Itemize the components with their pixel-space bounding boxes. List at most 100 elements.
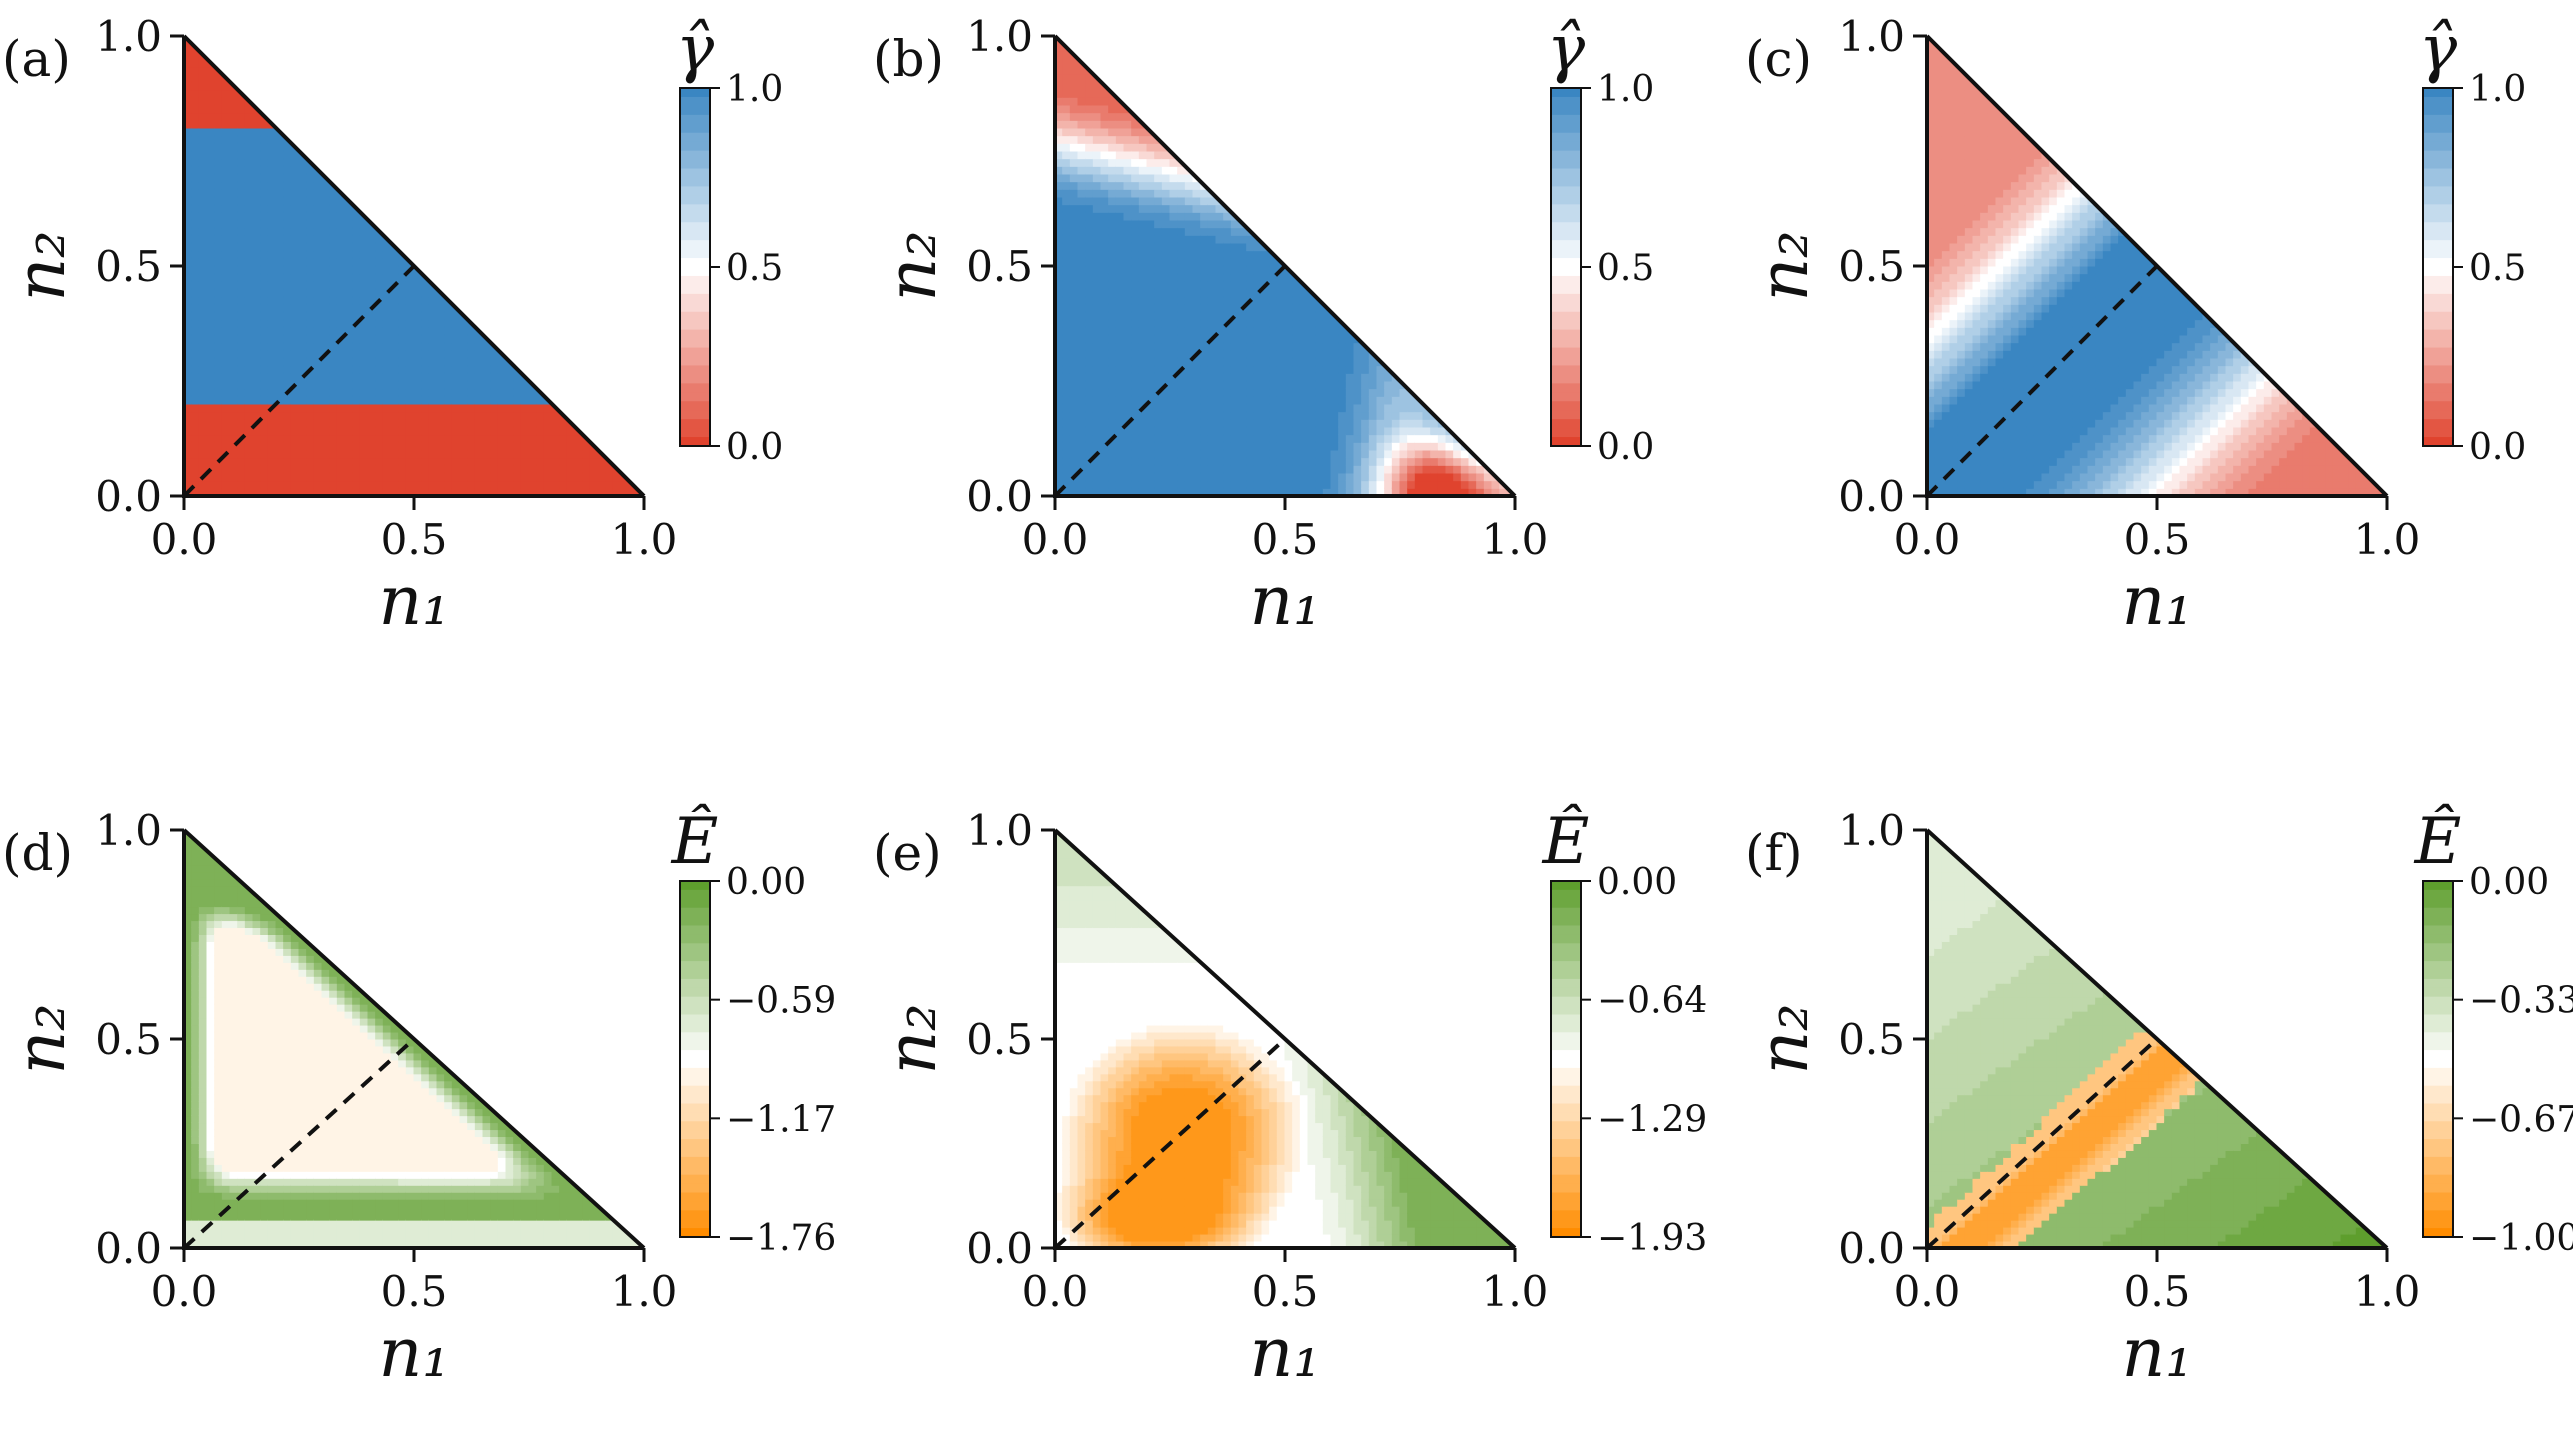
y-tick-label: 0.5 [966,242,1033,291]
heatmap-cell [1100,204,1110,213]
heatmap-cell [1949,403,1959,413]
heatmap-cell [313,449,323,459]
heatmap-cell [244,173,254,183]
heatmap-cell [2026,326,2035,336]
heatmap-cell [1238,334,1248,344]
heatmap-cell [336,464,346,474]
heatmap-cell [1131,349,1140,359]
heatmap-cell [1069,150,1079,160]
heatmap-cell [398,311,407,321]
heatmap-cell [520,487,530,496]
heatmap-cell [1414,487,1424,496]
heatmap-cell [398,257,407,267]
heatmap-cell [1069,265,1079,275]
heatmap-cell [2056,464,2066,474]
colorbar-swatch [1551,132,1581,143]
heatmap-cell [267,441,277,451]
colorbar-tick-label: 1.0 [726,69,783,110]
heatmap-cell [1284,273,1294,282]
heatmap-cell [191,273,200,282]
heatmap-cell [2010,250,2020,259]
heatmap-cell [1184,280,1194,290]
heatmap-cell [1055,119,1064,129]
heatmap-cell [2026,319,2035,328]
heatmap-cell [390,487,400,496]
heatmap-cell [1154,380,1163,390]
heatmap-cell [2003,418,2012,428]
heatmap-cell [237,119,246,129]
heatmap-cell [2033,434,2043,443]
heatmap-cell [1055,58,1064,68]
heatmap-cell [1246,426,1255,436]
heatmap-cell [1108,457,1117,466]
heatmap-cell [1085,104,1094,114]
heatmap-cell [283,487,292,496]
heatmap-cell [490,434,499,443]
heatmap-cell [214,311,223,321]
heatmap-cell [1284,296,1294,305]
heatmap-cell [206,303,216,313]
heatmap-cell [2033,457,2043,466]
heatmap-cell [1322,449,1332,459]
heatmap-cell [1146,250,1156,259]
heatmap-cell [1146,319,1156,328]
heatmap-cell [1941,280,1951,290]
heatmap-cell [1384,380,1393,390]
heatmap-cell [344,219,354,229]
heatmap-cell [405,426,415,436]
heatmap-cell [221,464,231,474]
heatmap-cell [336,311,346,321]
heatmap-cell [1376,434,1386,443]
heatmap-cell [1230,334,1240,344]
heatmap-cell [1338,372,1347,382]
heatmap-cell [2041,480,2051,489]
heatmap-cell [1108,472,1117,482]
colorbar-swatch [1551,284,1581,295]
heatmap-cell [2018,457,2028,466]
heatmap-cell [405,411,415,420]
panel-label: (b) [873,30,944,88]
heatmap-cell [275,365,285,374]
heatmap-cell [321,204,331,213]
heatmap-cell [1376,388,1386,397]
heatmap-cell [283,296,292,305]
heatmap-cell [1123,188,1133,198]
heatmap-cell [275,188,285,198]
heatmap-cell [2041,388,2051,397]
heatmap-cell [2026,196,2035,206]
heatmap-cell [1077,265,1087,275]
heatmap-cell [198,372,208,382]
heatmap-cell [1949,89,1959,98]
heatmap-cell [1941,349,1951,359]
heatmap-cell [267,388,277,397]
heatmap-cell [1368,441,1378,451]
heatmap-cell [1177,380,1186,390]
heatmap-cell [1123,242,1133,252]
heatmap-cell [1062,457,1071,466]
heatmap-cell [1407,457,1416,466]
heatmap-cell [1964,280,1974,290]
heatmap-cell [1108,288,1117,298]
heatmap-cell [1445,434,1455,443]
colorbar-swatch [680,123,710,134]
heatmap-cell [1092,303,1102,313]
heatmap-cell [1100,457,1110,466]
heatmap-cell [191,150,200,160]
colorbar-swatch [680,275,710,286]
heatmap-cell [1069,196,1079,206]
heatmap-cell [1215,403,1225,413]
heatmap-cell [267,326,277,336]
heatmap-cell [1161,441,1171,451]
heatmap-cell [214,211,223,221]
heatmap-cell [2026,480,2035,489]
heatmap-cell [1115,342,1125,351]
heatmap-cell [1414,457,1424,466]
heatmap-cell [344,234,354,244]
heatmap-cell [336,173,346,183]
heatmap-cell [1941,66,1951,75]
heatmap-cell [559,464,568,474]
heatmap-cell [198,204,208,213]
heatmap-cell [1941,319,1951,328]
heatmap-cell [2003,196,2012,206]
heatmap-cell [375,411,384,420]
